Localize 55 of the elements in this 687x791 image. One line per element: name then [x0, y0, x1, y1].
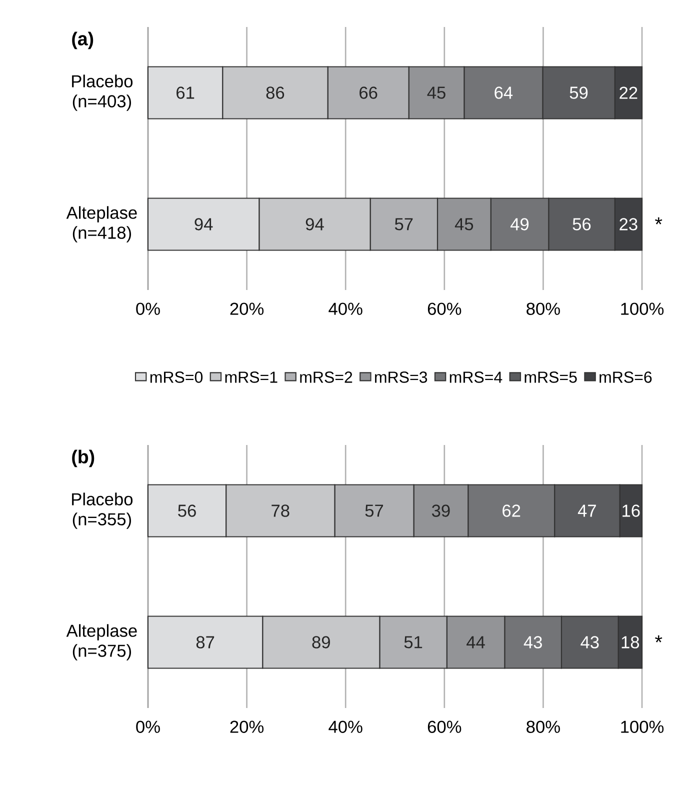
annotation: 16: [622, 504, 640, 517]
annotation: 56: [178, 504, 196, 517]
annotation: 45: [427, 86, 446, 99]
annotation: 59: [570, 86, 588, 99]
legend-label: mRS=6: [600, 372, 652, 383]
annotation: 94: [194, 218, 213, 230]
annotation: 43: [524, 636, 542, 648]
x-tick-label: 0%: [136, 302, 160, 315]
annotation: 61: [176, 86, 194, 99]
y-tick-label: Placebo (n=403): [72, 74, 133, 111]
annotation: 62: [502, 504, 520, 517]
x-tick-label: 20%: [230, 720, 264, 733]
x-tick-label: 20%: [230, 302, 264, 315]
x-tick-label: 60%: [428, 302, 462, 315]
annotation: 51: [404, 636, 422, 648]
x-tick-label: 40%: [328, 720, 362, 733]
annotation: 43: [580, 636, 599, 648]
legend-label: mRS=0: [150, 372, 203, 383]
x-tick-label: 80%: [526, 302, 560, 315]
annotation: 39: [432, 504, 450, 517]
x-tick-label: 40%: [328, 302, 362, 315]
annotation: 89: [312, 636, 330, 648]
legend-label: mRS=1: [225, 372, 278, 383]
annotation: 56: [572, 218, 591, 230]
annotation: 78: [272, 504, 290, 517]
x-tick-label: 100%: [621, 720, 664, 733]
chart-title: (b): [72, 450, 94, 468]
y-tick-label: Alteplase (n=375): [66, 624, 137, 660]
annotation: 45: [454, 218, 474, 230]
legend-label: mRS=3: [375, 372, 428, 383]
x-tick-label: 80%: [526, 720, 560, 733]
x-tick-label: 60%: [428, 720, 462, 733]
annotation: 86: [266, 86, 284, 99]
annotation: 66: [360, 86, 378, 99]
text: *: [655, 217, 662, 224]
x-tick-label: 0%: [136, 720, 160, 733]
annotation: 22: [620, 86, 638, 99]
legend-label: mRS=5: [524, 372, 577, 383]
annotation: 47: [578, 504, 596, 517]
text: *: [655, 635, 662, 642]
annotation: 87: [196, 636, 214, 648]
annotation: 64: [494, 86, 513, 99]
annotation: 57: [365, 504, 384, 517]
y-tick-label: Alteplase (n=418): [66, 206, 137, 242]
annotation: 23: [620, 218, 638, 230]
annotation: 57: [394, 218, 413, 230]
annotation: 18: [622, 636, 640, 648]
y-tick-label: Placebo (n=355): [72, 492, 133, 529]
annotation: 44: [466, 636, 485, 648]
annotation: 49: [510, 218, 529, 230]
annotation: 94: [306, 218, 324, 230]
chart-title: (a): [72, 32, 94, 50]
legend-label: mRS=4: [450, 372, 502, 383]
x-tick-label: 100%: [621, 302, 664, 315]
legend-label: mRS=2: [300, 372, 352, 383]
